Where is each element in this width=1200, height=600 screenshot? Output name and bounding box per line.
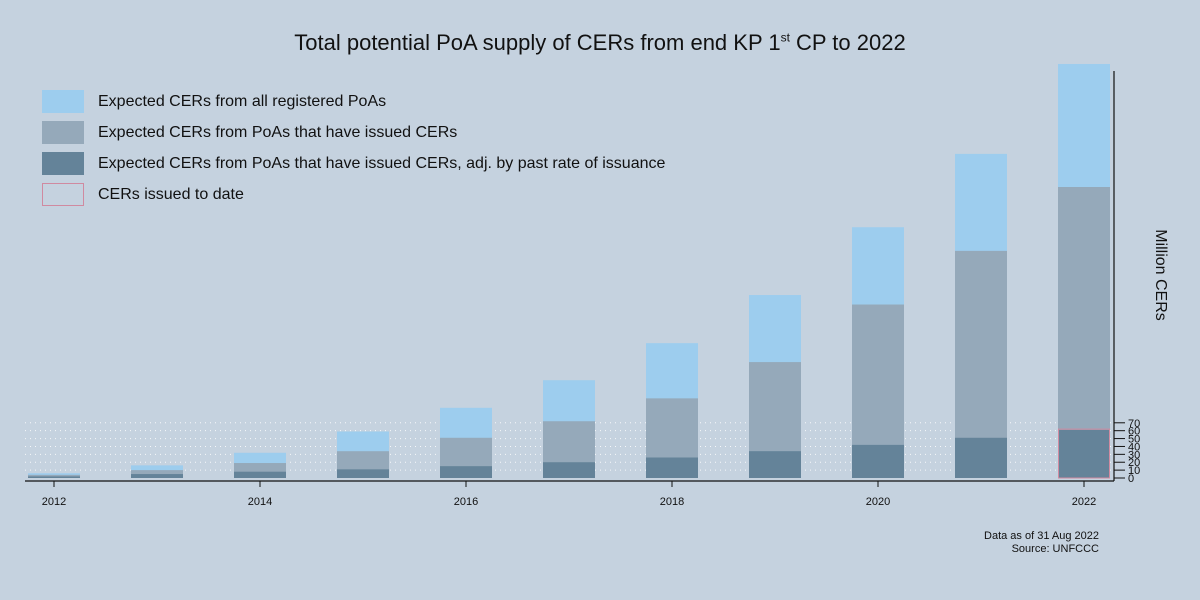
y-tick-label-40: 40 bbox=[1128, 441, 1140, 453]
legend-item-adjusted: Expected CERs from PoAs that have issued… bbox=[42, 148, 665, 179]
legend-item-all-registered: Expected CERs from all registered PoAs bbox=[42, 86, 665, 117]
footnote-data-date: Data as of 31 Aug 2022 bbox=[984, 530, 1099, 542]
bar-adjusted-2015 bbox=[337, 469, 389, 478]
legend-swatch-issued-to-date bbox=[42, 183, 84, 206]
bar-issued-to-date-2022 bbox=[1058, 428, 1110, 479]
legend-swatch-issued bbox=[42, 121, 84, 144]
x-tick-label-2014: 2014 bbox=[248, 496, 272, 508]
legend-label-issued-to-date: CERs issued to date bbox=[98, 185, 244, 203]
bar-adjusted-2017 bbox=[543, 462, 595, 478]
chart-title-end: CP to 2022 bbox=[789, 30, 906, 55]
x-tick-label-2018: 2018 bbox=[660, 496, 684, 508]
y-tick-label-50: 50 bbox=[1128, 434, 1140, 446]
chart-title-superscript: st bbox=[780, 30, 790, 45]
bar-adjusted-2013 bbox=[131, 474, 183, 478]
legend-swatch-adjusted bbox=[42, 152, 84, 175]
bar-adjusted-2019 bbox=[749, 451, 801, 478]
y-tick-label-30: 30 bbox=[1128, 449, 1140, 461]
bar-adjusted-2020 bbox=[852, 444, 904, 478]
y-tick-label-20: 20 bbox=[1128, 457, 1140, 469]
y-axis-label: Million CERs bbox=[1152, 229, 1169, 321]
y-tick-label-60: 60 bbox=[1128, 426, 1140, 438]
bar-adjusted-2018 bbox=[646, 457, 698, 478]
bar-adjusted-2014 bbox=[234, 471, 286, 478]
legend: Expected CERs from all registered PoAs E… bbox=[42, 86, 665, 210]
y-tick-label-10: 10 bbox=[1128, 465, 1140, 477]
y-tick-label-70: 70 bbox=[1128, 418, 1140, 430]
x-tick-label-2012: 2012 bbox=[42, 496, 66, 508]
legend-label-all-registered: Expected CERs from all registered PoAs bbox=[98, 92, 387, 110]
chart-title-main: Total potential PoA supply of CERs from … bbox=[294, 30, 781, 55]
bar-adjusted-2012 bbox=[28, 476, 80, 478]
legend-item-issued: Expected CERs from PoAs that have issued… bbox=[42, 117, 665, 148]
bar-adjusted-2016 bbox=[440, 466, 492, 478]
legend-label-adjusted: Expected CERs from PoAs that have issued… bbox=[98, 154, 666, 172]
legend-swatch-all-registered bbox=[42, 90, 84, 113]
footnote-source: Source: UNFCCC bbox=[1011, 543, 1099, 555]
legend-item-issued-to-date: CERs issued to date bbox=[42, 179, 665, 210]
x-tick-label-2016: 2016 bbox=[454, 496, 478, 508]
bar-adjusted-2021 bbox=[955, 437, 1007, 478]
footnote: Data as of 31 Aug 2022 Source: UNFCCC bbox=[984, 530, 1099, 556]
x-tick-label-2020: 2020 bbox=[866, 496, 890, 508]
chart-title: Total potential PoA supply of CERs from … bbox=[0, 30, 1200, 56]
bar-adjusted-2022 bbox=[1058, 429, 1110, 478]
x-tick-label-2022: 2022 bbox=[1072, 496, 1096, 508]
legend-label-issued: Expected CERs from PoAs that have issued… bbox=[98, 123, 458, 141]
y-tick-label-0: 0 bbox=[1128, 473, 1134, 485]
